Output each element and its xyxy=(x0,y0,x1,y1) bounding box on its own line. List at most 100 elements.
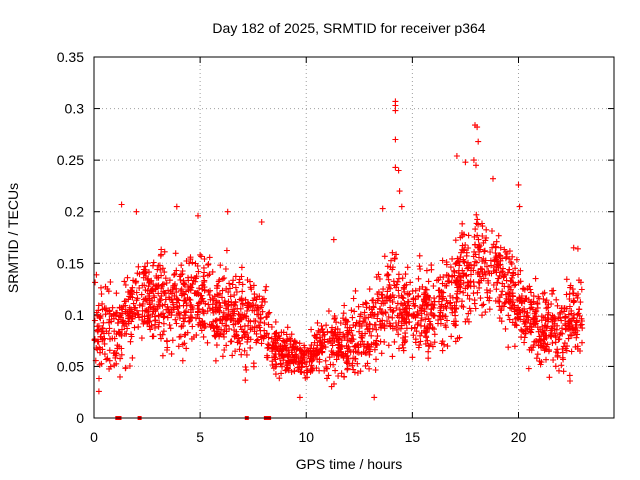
data-point xyxy=(528,329,535,336)
data-point xyxy=(216,290,223,297)
data-point xyxy=(250,360,257,367)
data-point xyxy=(197,251,204,258)
data-point xyxy=(460,304,467,310)
data-point xyxy=(461,231,467,238)
data-point xyxy=(443,272,450,279)
data-point xyxy=(426,318,433,325)
data-point xyxy=(479,233,486,239)
data-point xyxy=(512,265,519,272)
data-point xyxy=(111,328,118,335)
data-point xyxy=(431,339,438,346)
data-point xyxy=(144,260,151,267)
data-point xyxy=(228,338,235,345)
data-point xyxy=(549,340,556,346)
data-point xyxy=(327,361,334,368)
data-points xyxy=(91,98,586,420)
data-point xyxy=(127,290,134,296)
data-point xyxy=(94,328,101,335)
data-point xyxy=(406,305,413,312)
data-point xyxy=(311,339,318,346)
data-point xyxy=(205,301,212,308)
data-point xyxy=(276,335,283,342)
data-point xyxy=(268,324,275,330)
data-point xyxy=(255,305,262,312)
data-point xyxy=(96,361,103,368)
data-point xyxy=(577,279,584,286)
data-point xyxy=(455,284,462,291)
y-tick-label: 0 xyxy=(76,410,84,426)
data-point xyxy=(148,322,155,329)
data-point xyxy=(571,312,578,318)
data-point xyxy=(243,351,250,358)
data-point xyxy=(404,298,411,305)
data-point xyxy=(231,292,238,298)
data-point xyxy=(264,313,270,320)
data-point xyxy=(447,299,454,306)
data-point xyxy=(172,316,179,323)
data-point xyxy=(180,281,187,288)
data-point xyxy=(265,341,271,348)
data-point xyxy=(171,292,178,299)
data-point xyxy=(479,302,486,309)
data-point xyxy=(400,295,407,302)
data-point xyxy=(415,320,422,327)
data-point xyxy=(95,302,102,309)
data-point xyxy=(556,336,563,342)
data-point xyxy=(219,353,226,360)
data-point xyxy=(128,306,135,313)
data-point xyxy=(493,286,500,293)
data-point xyxy=(409,288,416,295)
data-point xyxy=(547,327,554,334)
data-point xyxy=(117,312,124,319)
data-point xyxy=(160,320,167,327)
data-point xyxy=(192,260,199,267)
data-point xyxy=(579,339,585,346)
data-point xyxy=(574,245,581,252)
data-point xyxy=(490,241,497,248)
data-point xyxy=(384,288,391,295)
x-tick-label: 15 xyxy=(405,429,421,445)
data-point xyxy=(377,324,384,331)
data-point xyxy=(474,124,481,131)
data-point xyxy=(216,307,223,314)
data-point xyxy=(452,338,459,345)
data-point xyxy=(308,326,315,333)
data-point xyxy=(374,333,381,340)
data-point xyxy=(95,338,102,345)
data-point xyxy=(477,295,484,302)
data-point xyxy=(209,268,216,275)
data-point xyxy=(482,271,489,278)
data-point xyxy=(449,294,456,301)
data-point xyxy=(518,326,525,333)
data-point xyxy=(201,256,208,262)
data-point xyxy=(344,324,351,331)
data-point xyxy=(187,256,194,263)
data-point xyxy=(325,308,332,315)
data-point xyxy=(443,282,450,289)
data-point xyxy=(475,221,482,228)
data-point xyxy=(411,324,418,331)
data-point xyxy=(211,293,218,300)
data-point xyxy=(336,344,342,351)
data-point xyxy=(293,354,300,361)
data-point xyxy=(356,321,363,328)
data-point xyxy=(150,333,157,340)
data-point xyxy=(242,377,249,384)
data-point xyxy=(205,288,212,295)
data-point xyxy=(233,332,240,339)
data-point xyxy=(166,277,173,284)
data-point xyxy=(113,290,120,297)
axis-ticks: 0 0.05 0.1 0.15 0.2 0.25 0.3 0.35 0 5 10 15 20 xyxy=(57,49,614,445)
data-point xyxy=(431,326,437,333)
data-point xyxy=(224,302,231,309)
data-point xyxy=(460,258,467,265)
data-point xyxy=(173,299,180,306)
data-point xyxy=(577,348,583,354)
data-point xyxy=(249,302,256,308)
data-point xyxy=(106,365,113,372)
data-point xyxy=(417,332,424,339)
data-point xyxy=(392,136,399,143)
data-point xyxy=(515,271,521,278)
data-point xyxy=(502,325,509,332)
data-point xyxy=(575,291,581,297)
